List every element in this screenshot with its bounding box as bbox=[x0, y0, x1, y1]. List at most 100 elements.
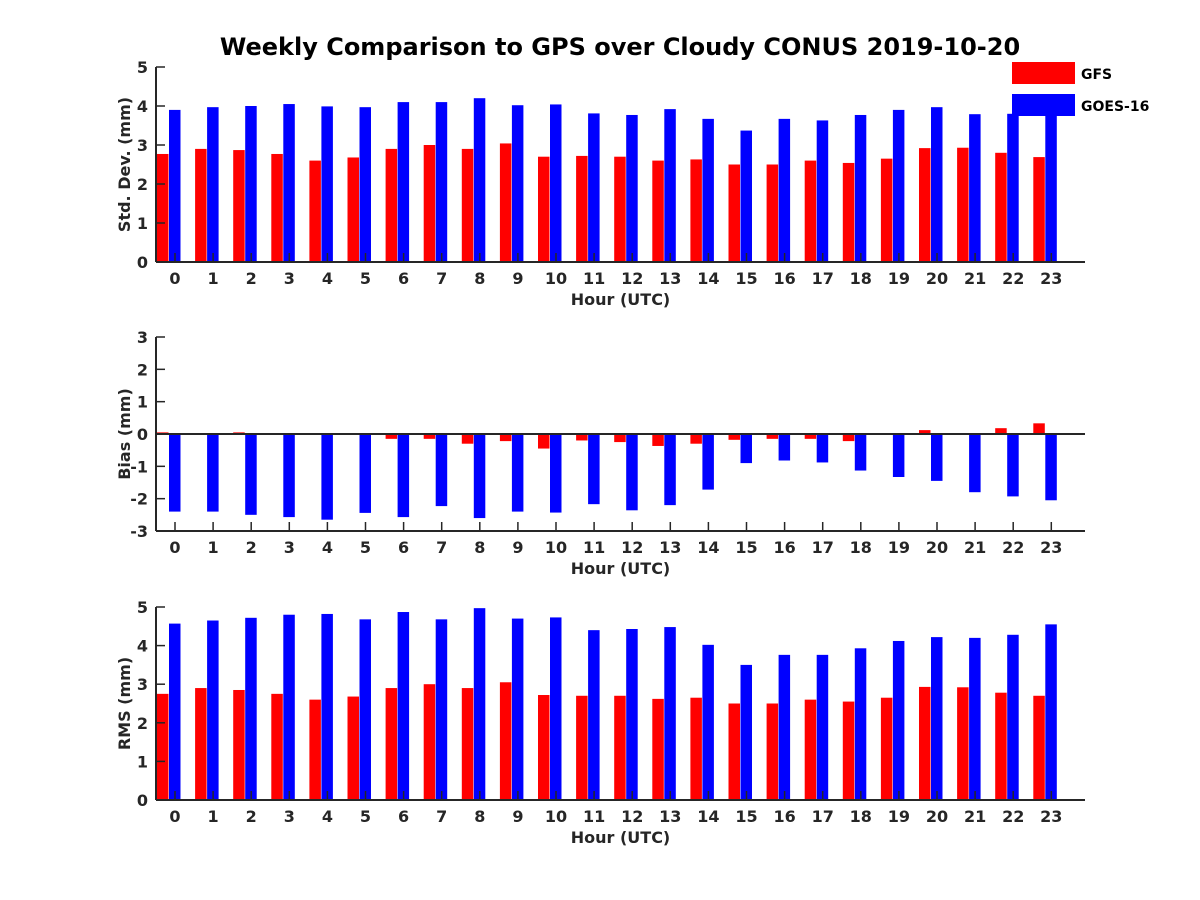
y-tick-label: 1 bbox=[137, 752, 148, 771]
x-tick-label: 3 bbox=[284, 269, 295, 288]
goes16-bar-3 bbox=[283, 614, 295, 800]
y-tick-label: 5 bbox=[137, 598, 148, 617]
x-tick-label: 12 bbox=[621, 538, 643, 557]
x-tick-label: 20 bbox=[926, 269, 948, 288]
gfs-bar-22 bbox=[995, 692, 1007, 800]
goes16-bar-12 bbox=[626, 114, 638, 262]
x-tick-label: 19 bbox=[888, 807, 910, 826]
x-tick-label: 14 bbox=[697, 269, 719, 288]
legend: GFS GOES-16 bbox=[1012, 62, 1149, 116]
goes16-bar-11 bbox=[588, 113, 600, 262]
goes16-bar-8 bbox=[473, 434, 486, 519]
gfs-bar-0 bbox=[157, 693, 169, 800]
goes16-bar-4 bbox=[321, 434, 333, 520]
goes16-bar-6 bbox=[397, 612, 410, 800]
x-tick-label: 21 bbox=[964, 807, 986, 826]
x-tick-label: 12 bbox=[621, 269, 643, 288]
goes16-bar-10 bbox=[550, 434, 562, 513]
goes16-bar-20 bbox=[931, 107, 943, 262]
goes16-bar-23 bbox=[1045, 107, 1057, 262]
x-tick-label: 3 bbox=[284, 807, 295, 826]
x-tick-label: 12 bbox=[621, 807, 643, 826]
x-tick-label: 4 bbox=[322, 538, 333, 557]
goes16-bar-21 bbox=[969, 637, 981, 800]
goes16-bar-17 bbox=[816, 654, 829, 800]
y-tick-label: 1 bbox=[137, 393, 148, 412]
gfs-bar-22 bbox=[995, 428, 1007, 434]
gfs-bar-8 bbox=[461, 688, 474, 800]
x-tick-label: 7 bbox=[436, 807, 447, 826]
x-tick-label: 16 bbox=[773, 538, 795, 557]
gfs-bar-20 bbox=[919, 430, 931, 434]
goes16-bar-11 bbox=[588, 630, 600, 800]
gfs-bar-6 bbox=[385, 688, 398, 800]
x-tick-label: 14 bbox=[697, 807, 719, 826]
gfs-bar-13 bbox=[652, 434, 664, 446]
x-tick-label: 22 bbox=[1002, 807, 1024, 826]
goes16-bar-0 bbox=[169, 623, 181, 800]
gfs-bar-3 bbox=[271, 153, 283, 262]
x-tick-label: 2 bbox=[246, 269, 257, 288]
x-tick-label: 22 bbox=[1002, 269, 1024, 288]
y-tick-label: 3 bbox=[137, 136, 148, 155]
goes16-bar-12 bbox=[626, 629, 638, 800]
x-axis-label: Hour (UTC) bbox=[571, 828, 671, 847]
x-tick-label: 15 bbox=[735, 538, 757, 557]
y-tick-label: 2 bbox=[137, 360, 148, 379]
x-tick-label: 11 bbox=[583, 538, 605, 557]
x-tick-label: 5 bbox=[360, 807, 371, 826]
gfs-bar-9 bbox=[499, 434, 512, 442]
x-tick-label: 10 bbox=[545, 269, 567, 288]
gfs-bar-21 bbox=[957, 687, 969, 800]
x-tick-label: 20 bbox=[926, 807, 948, 826]
x-tick-label: 6 bbox=[398, 538, 409, 557]
x-tick-label: 21 bbox=[964, 269, 986, 288]
y-tick-label: 4 bbox=[137, 97, 148, 116]
gfs-bar-0 bbox=[157, 153, 169, 262]
y-tick-label: 1 bbox=[137, 214, 148, 233]
x-tick-label: 1 bbox=[208, 538, 219, 557]
x-tick-label: 17 bbox=[812, 538, 834, 557]
gfs-bar-20 bbox=[919, 686, 931, 800]
goes16-bar-7 bbox=[435, 434, 448, 507]
x-tick-label: 7 bbox=[436, 269, 447, 288]
gfs-bar-23 bbox=[1033, 157, 1045, 262]
goes16-bar-3 bbox=[283, 104, 295, 262]
x-tick-label: 11 bbox=[583, 807, 605, 826]
goes16-bar-4 bbox=[321, 613, 333, 800]
gfs-bar-14 bbox=[690, 697, 702, 800]
goes16-bar-6 bbox=[397, 102, 410, 262]
x-tick-label: 8 bbox=[474, 538, 485, 557]
x-tick-label: 13 bbox=[659, 269, 681, 288]
goes16-bar-22 bbox=[1007, 113, 1019, 262]
gfs-bar-19 bbox=[880, 158, 893, 262]
x-tick-label: 19 bbox=[888, 269, 910, 288]
goes16-bar-8 bbox=[473, 98, 486, 262]
goes16-bar-5 bbox=[359, 434, 371, 513]
gfs-bar-10 bbox=[538, 434, 550, 449]
x-tick-label: 1 bbox=[208, 807, 219, 826]
y-tick-label: -2 bbox=[130, 490, 148, 509]
y-tick-label: 3 bbox=[137, 328, 148, 347]
x-axis-label: Hour (UTC) bbox=[571, 290, 671, 309]
x-tick-label: 6 bbox=[398, 807, 409, 826]
goes16-bar-13 bbox=[664, 434, 676, 506]
goes16-bar-2 bbox=[245, 106, 257, 262]
gfs-bar-16 bbox=[766, 434, 779, 439]
goes16-bar-14 bbox=[702, 434, 714, 490]
gfs-bar-3 bbox=[271, 693, 283, 800]
gfs-bar-10 bbox=[538, 156, 550, 262]
gfs-bar-5 bbox=[347, 696, 359, 800]
gfs-bar-7 bbox=[423, 684, 436, 800]
x-tick-label: 23 bbox=[1040, 807, 1062, 826]
goes16-bar-11 bbox=[588, 434, 600, 505]
x-tick-label: 15 bbox=[735, 807, 757, 826]
x-tick-label: 18 bbox=[850, 538, 872, 557]
gfs-bar-18 bbox=[842, 162, 855, 262]
x-tick-label: 1 bbox=[208, 269, 219, 288]
x-tick-label: 23 bbox=[1040, 538, 1062, 557]
gfs-bar-15 bbox=[728, 164, 740, 262]
goes16-bar-16 bbox=[778, 118, 791, 263]
